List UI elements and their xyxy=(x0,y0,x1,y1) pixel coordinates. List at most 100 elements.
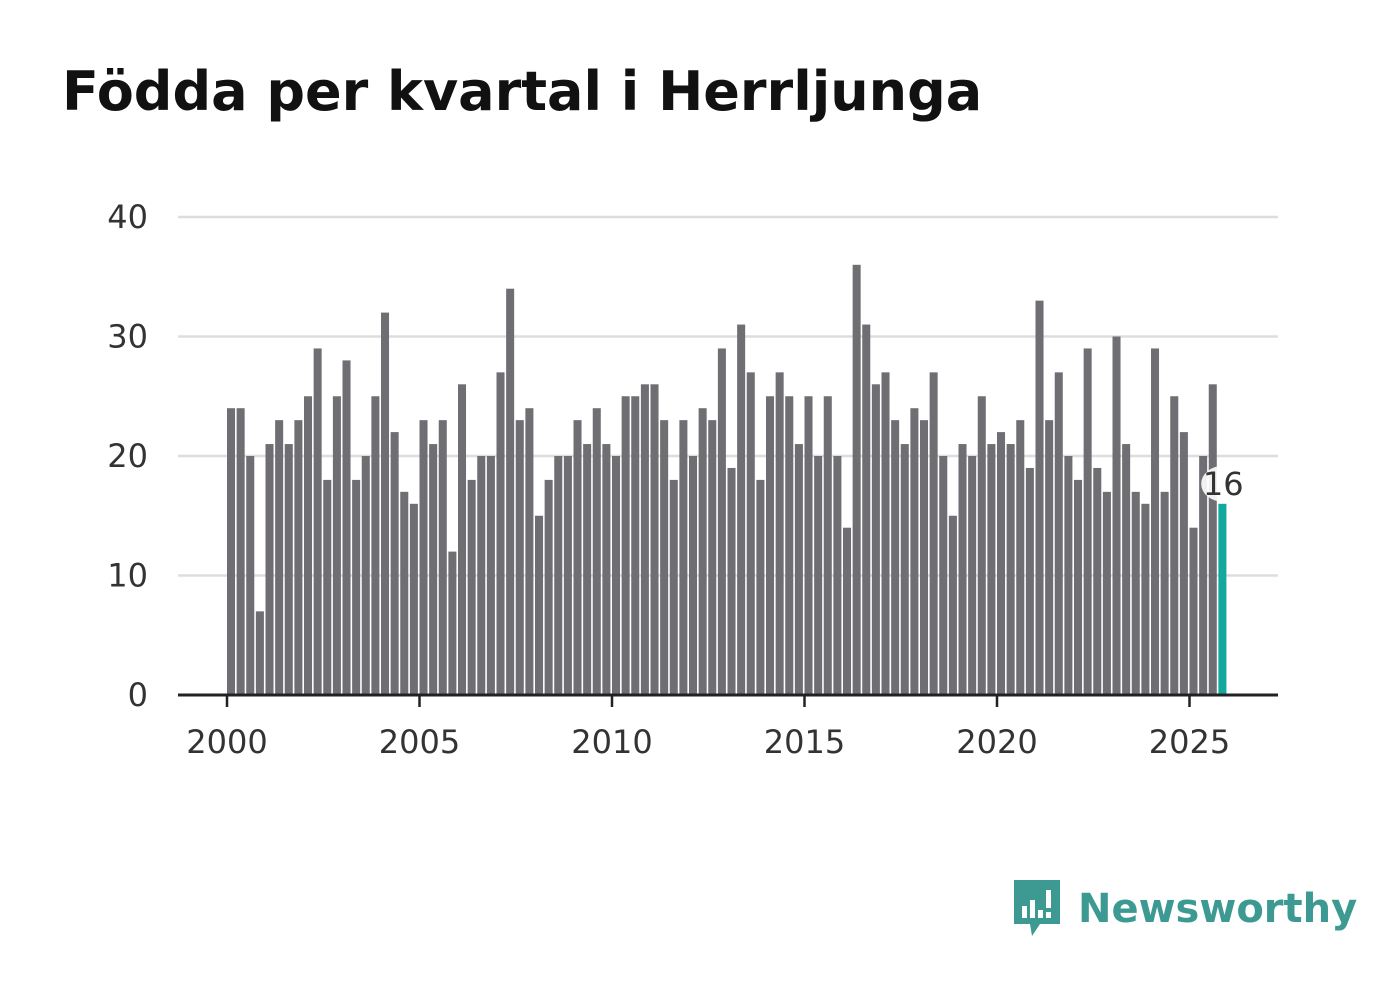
bar xyxy=(708,420,717,695)
bar xyxy=(544,479,553,695)
bar xyxy=(679,420,688,695)
bar xyxy=(332,396,341,695)
latest-value-label: 16 xyxy=(1203,465,1244,503)
bar xyxy=(785,396,794,695)
bar xyxy=(698,408,707,695)
bar xyxy=(727,467,736,695)
bar xyxy=(592,408,601,695)
bar xyxy=(891,420,900,695)
bar xyxy=(833,456,842,695)
bar xyxy=(477,456,486,695)
bar xyxy=(881,372,890,695)
bar xyxy=(689,456,698,695)
x-tick-label: 2005 xyxy=(379,723,460,761)
bar xyxy=(756,479,765,695)
bar xyxy=(506,288,515,695)
bar xyxy=(794,444,803,695)
bar xyxy=(775,372,784,695)
bar xyxy=(987,444,996,695)
bar xyxy=(554,456,563,695)
y-tick-label: 20 xyxy=(107,437,148,475)
bar xyxy=(496,372,505,695)
bar xyxy=(1199,456,1208,695)
brand-name: Newsworthy xyxy=(1078,886,1358,932)
newsworthy-logo: Newsworthy xyxy=(1010,878,1357,940)
bar-latest xyxy=(1218,503,1227,695)
bar xyxy=(448,551,457,695)
y-tick-label: 0 xyxy=(128,676,148,714)
bar xyxy=(573,420,582,695)
bar xyxy=(227,408,236,695)
bar xyxy=(438,420,447,695)
bar xyxy=(255,611,264,695)
bar xyxy=(1083,348,1092,695)
bar xyxy=(929,372,938,695)
bar xyxy=(342,360,351,695)
bar xyxy=(381,312,390,695)
bar xyxy=(717,348,726,695)
bar xyxy=(313,348,322,695)
bar xyxy=(1064,456,1073,695)
bar xyxy=(265,444,274,695)
bar xyxy=(390,432,399,695)
bar xyxy=(486,456,495,695)
bar xyxy=(275,420,284,695)
bar xyxy=(621,396,630,695)
bar xyxy=(814,456,823,695)
bar xyxy=(409,503,418,695)
x-tick-label: 2010 xyxy=(571,723,652,761)
bar xyxy=(371,396,380,695)
bar-chart: 0 10 20 30 40 2000 2005 2010 2015 2020 2025 16 xyxy=(107,198,1278,761)
bar xyxy=(650,384,659,695)
bar xyxy=(843,527,852,695)
bar xyxy=(361,456,370,695)
bar xyxy=(323,479,332,695)
bar xyxy=(1054,372,1063,695)
bar xyxy=(1122,444,1131,695)
bar xyxy=(284,444,293,695)
bar xyxy=(1102,491,1111,695)
bar xyxy=(467,479,476,695)
x-tick-label: 2025 xyxy=(1149,723,1230,761)
bar xyxy=(823,396,832,695)
bar xyxy=(1170,396,1179,695)
bar xyxy=(1045,420,1054,695)
x-tick-label: 2020 xyxy=(956,723,1037,761)
y-tick-label: 30 xyxy=(107,318,148,356)
bar xyxy=(352,479,361,695)
bar xyxy=(419,420,428,695)
bar xyxy=(997,432,1006,695)
bar xyxy=(804,396,813,695)
bar xyxy=(1208,384,1217,695)
bar xyxy=(1016,420,1025,695)
bar xyxy=(1141,503,1150,695)
bar xyxy=(852,264,861,695)
bar xyxy=(1025,467,1034,695)
bar xyxy=(640,384,649,695)
y-tick-label: 40 xyxy=(107,198,148,236)
bar xyxy=(1151,348,1160,695)
latest-label-halo xyxy=(1201,465,1246,502)
bar xyxy=(294,420,303,695)
bar xyxy=(1035,300,1044,695)
bar xyxy=(1006,444,1015,695)
bar xyxy=(660,420,669,695)
x-tick-label: 2015 xyxy=(764,723,845,761)
bar xyxy=(862,324,871,695)
bar xyxy=(871,384,880,695)
bar xyxy=(746,372,755,695)
bar xyxy=(910,408,919,695)
bar xyxy=(304,396,313,695)
bar xyxy=(1112,336,1121,695)
bar xyxy=(1160,491,1169,695)
bar xyxy=(246,456,255,695)
bar xyxy=(515,420,524,695)
bar xyxy=(602,444,611,695)
bar xyxy=(958,444,967,695)
bar xyxy=(766,396,775,695)
bar xyxy=(920,420,929,695)
bar xyxy=(1074,479,1083,695)
bar xyxy=(583,444,592,695)
y-tick-label: 10 xyxy=(107,557,148,595)
bar xyxy=(612,456,621,695)
